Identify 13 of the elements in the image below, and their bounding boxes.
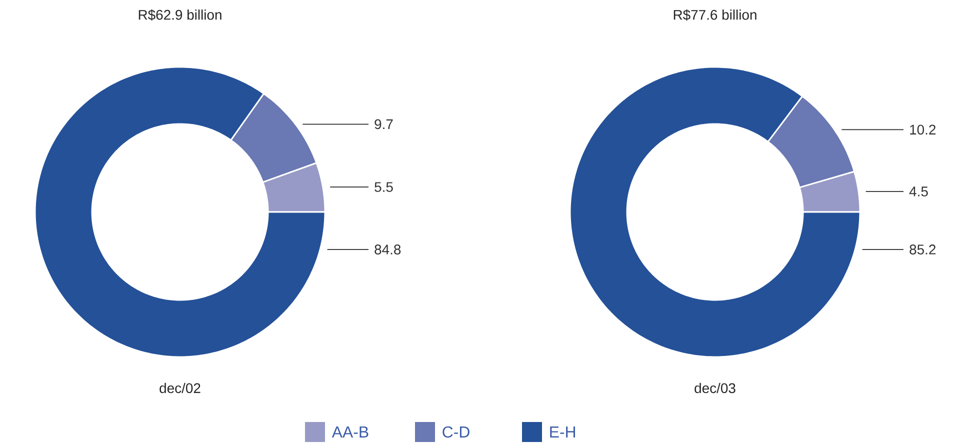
chart-title: R$77.6 billion <box>674 9 756 21</box>
data-label: 9.7 <box>374 119 393 130</box>
data-label: 5.5 <box>374 182 393 192</box>
data-label: 85.2 <box>910 244 936 254</box>
legend-label: AA-B <box>332 426 368 438</box>
data-label: 84.8 <box>374 244 401 254</box>
text: dec/02 <box>160 382 200 394</box>
chart-title: R$62.9 billion <box>138 9 222 21</box>
data-label: 4.5 <box>909 186 928 196</box>
data-label: 10.2 <box>910 124 936 135</box>
legend-label: E-H <box>550 426 575 438</box>
legend-label: C-D <box>442 426 470 438</box>
text: dec/03 <box>694 382 736 394</box>
